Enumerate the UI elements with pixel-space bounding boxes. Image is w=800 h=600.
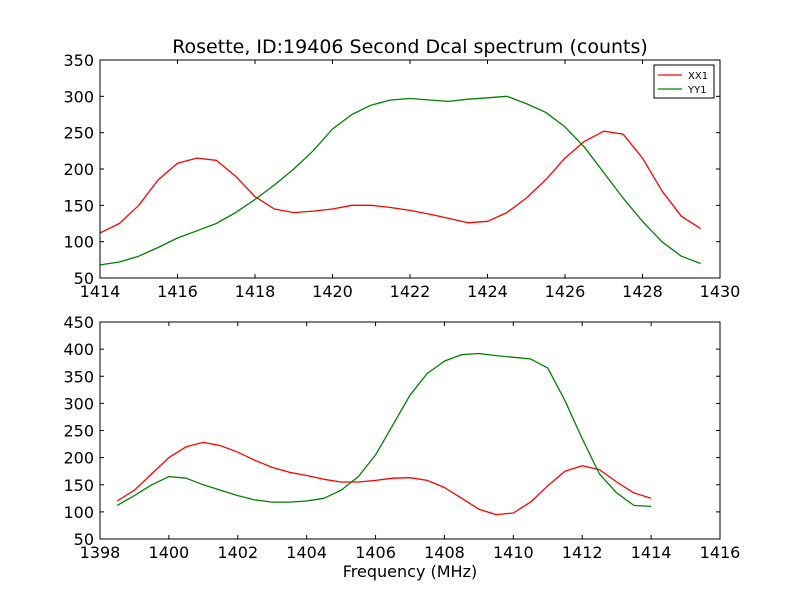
x-tick-label: 1408 <box>424 543 465 562</box>
x-tick-label: 1426 <box>545 282 586 301</box>
x-tick-label: 1410 <box>493 543 534 562</box>
x-tick-label: 1422 <box>390 282 431 301</box>
series-line-xx1 <box>99 130 701 234</box>
x-tick-label: 1428 <box>622 282 663 301</box>
x-tick-label: 1414 <box>631 543 672 562</box>
y-tick-label: 200 <box>63 449 94 468</box>
y-tick-label: 300 <box>63 87 94 106</box>
y-tick-label: 100 <box>63 233 94 252</box>
y-tick-label: 50 <box>74 269 94 288</box>
x-tick-label: 1424 <box>467 282 508 301</box>
legend-label-yy1: YY1 <box>687 85 707 96</box>
x-tick-label: 1400 <box>149 543 190 562</box>
y-tick-label: 350 <box>63 51 94 70</box>
x-tick-label: 1406 <box>355 543 396 562</box>
y-tick-label: 450 <box>63 313 94 332</box>
legend-label-xx1: XX1 <box>688 71 708 82</box>
top-chart-title: Rosette, ID:19406 Second Dcal spectrum (… <box>172 36 648 58</box>
x-tick-label: 1398 <box>80 543 121 562</box>
bottom-chart-xlabel: Frequency (MHz) <box>343 562 477 581</box>
y-tick-label: 300 <box>63 394 94 413</box>
x-tick-label: 1412 <box>562 543 603 562</box>
y-tick-label: 150 <box>63 476 94 495</box>
top-chart: 1414 1416 1418 1420 1422 1424 1426 1428 1430 50 10… <box>63 51 740 301</box>
x-tick-label: 1414 <box>80 282 121 301</box>
y-tick-label: 250 <box>63 124 94 143</box>
x-tick-label: 1430 <box>700 282 741 301</box>
x-tick-label: 1416 <box>157 282 198 301</box>
x-tick-label: 1402 <box>217 543 258 562</box>
y-tick-label: 50 <box>74 530 94 549</box>
x-tick-label: 1418 <box>235 282 276 301</box>
y-tick-label: 100 <box>63 503 94 522</box>
bottom-chart: 1398 1400 1402 1404 1406 1408 1410 1412 1414 1416… <box>63 313 740 562</box>
y-tick-label: 350 <box>63 367 94 386</box>
y-tick-label: 250 <box>63 422 94 441</box>
legend-box <box>653 64 715 99</box>
series-line-yy1 <box>99 95 701 266</box>
y-tick-label: 200 <box>63 160 94 179</box>
y-tick-label: 400 <box>63 340 94 359</box>
x-tick-label: 1416 <box>700 543 741 562</box>
x-tick-label: 1404 <box>286 543 327 562</box>
x-tick-label: 1420 <box>312 282 353 301</box>
series-line-series-2 <box>116 352 652 508</box>
series-line-series-1 <box>116 441 652 516</box>
y-tick-label: 150 <box>63 196 94 215</box>
